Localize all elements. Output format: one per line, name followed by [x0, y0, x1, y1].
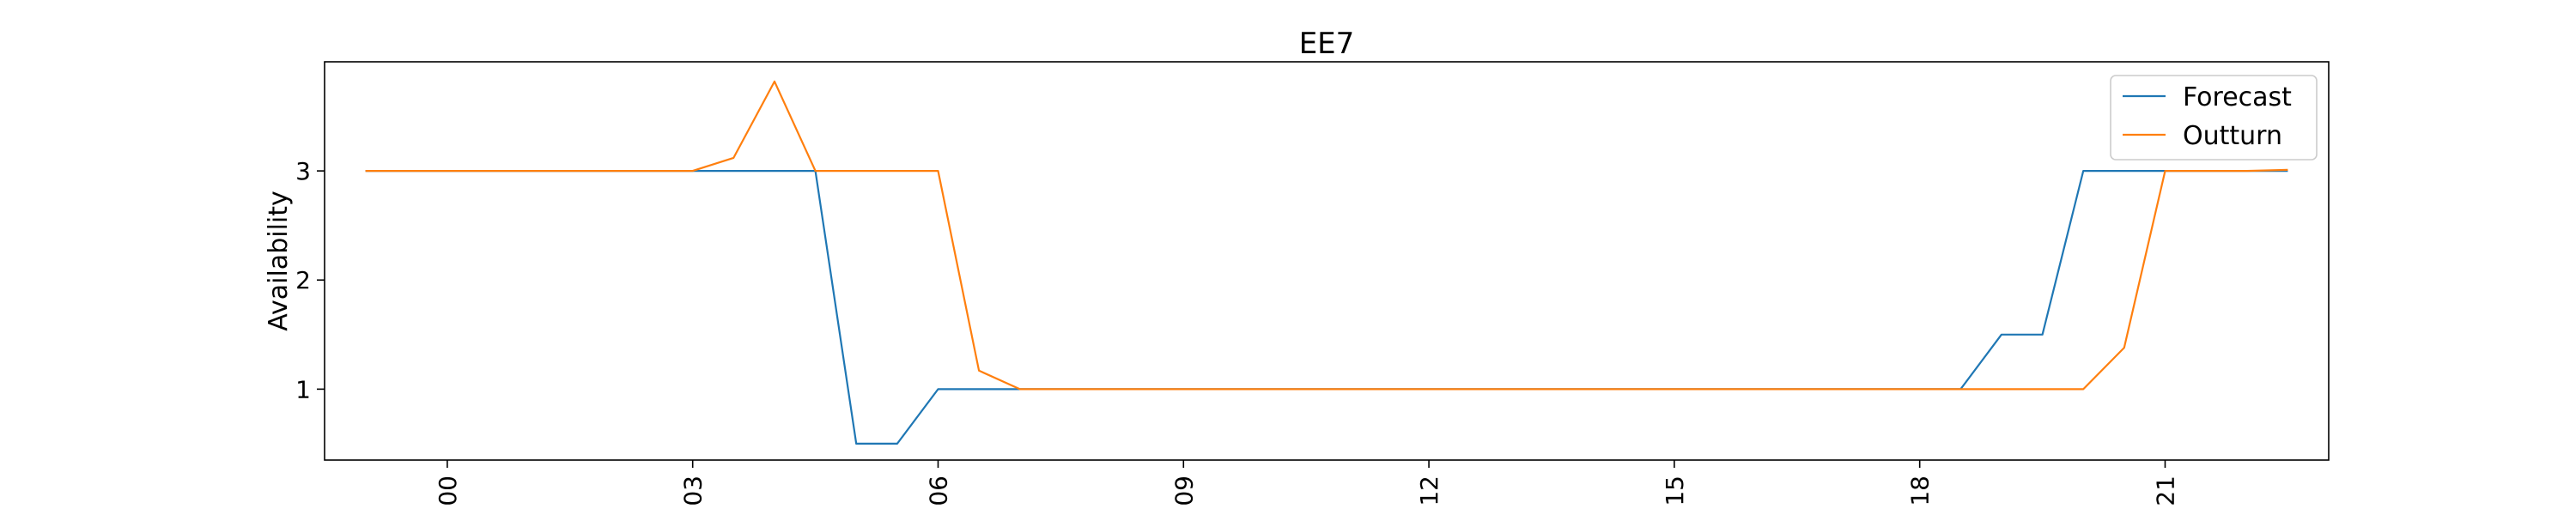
x-tick-label: 3 03: [679, 476, 708, 515]
legend-label-forecast: Forecast: [2183, 82, 2292, 112]
x-tick-label: 3 12: [1415, 476, 1443, 515]
plot-frame: [324, 61, 2330, 461]
legend: Forecast Outturn: [2110, 75, 2318, 161]
y-tick-label: 2: [295, 266, 311, 294]
y-tick-label: 1: [295, 375, 311, 403]
x-tick-label: 3 21: [2151, 476, 2179, 515]
series-line-forecast: [365, 170, 2288, 445]
x-tick-label: 3 15: [1661, 476, 1689, 515]
x-tick-label: 3 00: [434, 476, 462, 515]
y-tick-label: 3: [295, 157, 311, 185]
x-tick-label: 3 18: [1906, 476, 1935, 515]
axes-layer: 1 2 3 3 00 3 03 3 06 3 09 3 12 3 15 3 18 3 21: [295, 157, 2179, 515]
chart-title: EE7: [1299, 27, 1355, 61]
x-tick-label: 3 09: [1170, 476, 1198, 515]
series-line-outturn: [365, 80, 2288, 391]
series-layer: [365, 80, 2288, 445]
x-tick-label: 3 06: [924, 476, 952, 515]
legend-label-outturn: Outturn: [2183, 121, 2282, 151]
y-axis-label: Availability: [264, 191, 294, 331]
